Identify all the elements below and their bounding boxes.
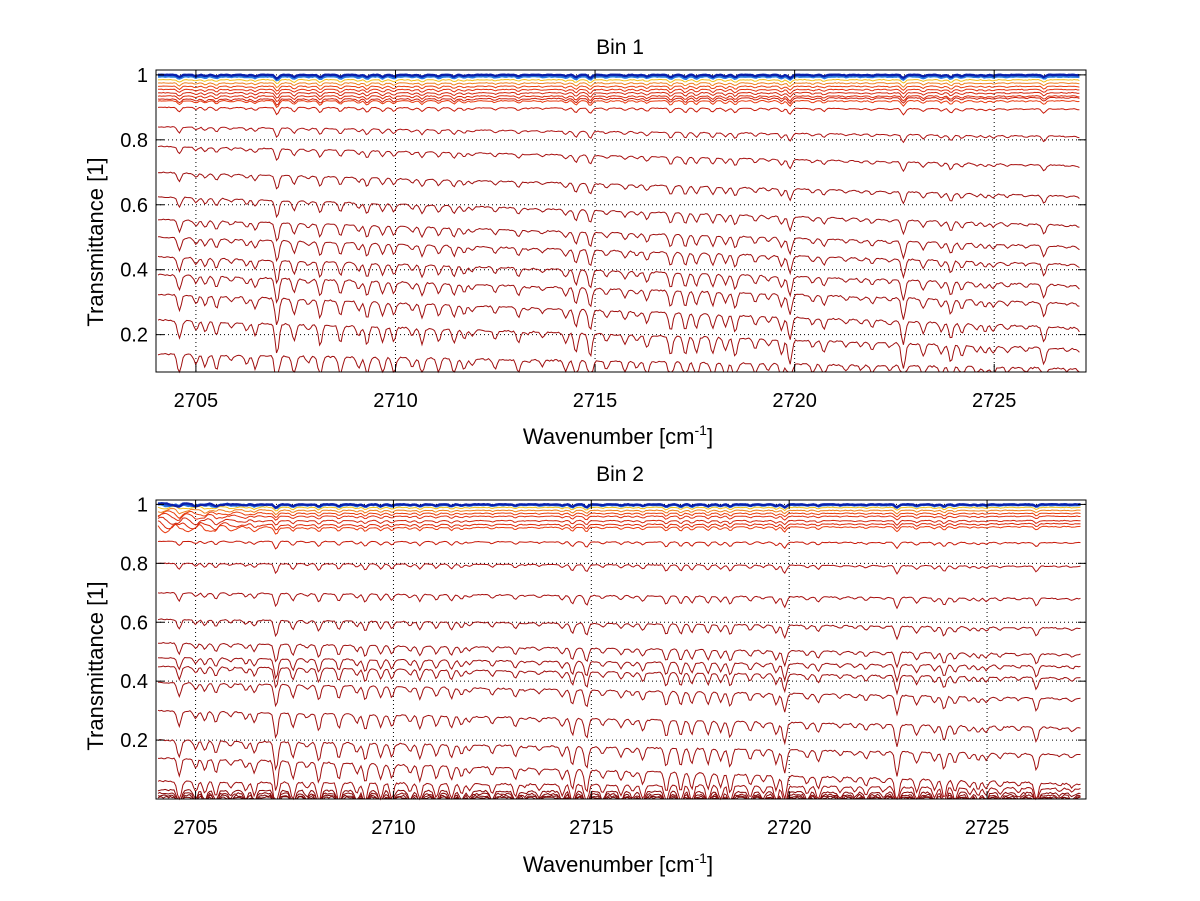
series-line bbox=[157, 618, 1081, 641]
chart-panel-bin-2: Bin 2 2705 2710 2715 2720 27250.20.40.60.81 … bbox=[83, 463, 1087, 877]
series-line bbox=[157, 171, 1080, 205]
series-line bbox=[158, 293, 1080, 345]
y-tick-label: 0.8 bbox=[120, 130, 148, 152]
series-line bbox=[157, 218, 1080, 260]
x-tick-label: 2720 bbox=[772, 390, 817, 412]
series-line bbox=[157, 641, 1081, 669]
series-line bbox=[157, 145, 1080, 173]
y-tick-label: 0.2 bbox=[120, 325, 148, 347]
series-line bbox=[157, 505, 1081, 512]
series-line bbox=[157, 591, 1081, 610]
series-line bbox=[157, 523, 1081, 535]
x-axis-label: Wavenumber [cm-1] bbox=[523, 850, 713, 877]
y-axis-label: Transmittance [1] bbox=[83, 157, 108, 326]
tick-group: 2705 2710 2715 2720 2725 0.2 0.4 0.6 0.8 1 bbox=[120, 494, 1086, 839]
x-tick-label: 2725 bbox=[972, 390, 1017, 412]
x-tick-label: 2710 bbox=[371, 817, 416, 839]
tick-group: 2705 2710 2715 2720 2725 0.2 0.4 0.6 0.8 1 bbox=[120, 65, 1086, 412]
x-tick-label: 2720 bbox=[767, 817, 812, 839]
series-line bbox=[157, 738, 1081, 777]
series-line bbox=[157, 709, 1081, 747]
series-line bbox=[157, 95, 1080, 102]
series-line bbox=[157, 78, 1080, 85]
chart-panel-bin-1: Bin 1 2705 2710 2715 2720 27250.20.40.60.81 … bbox=[83, 36, 1087, 449]
y-tick-label: 0.8 bbox=[120, 553, 148, 575]
series-line bbox=[158, 757, 1081, 801]
series-line bbox=[157, 508, 1081, 516]
series-line bbox=[157, 85, 1080, 92]
series-line bbox=[157, 656, 1081, 683]
series-line bbox=[157, 99, 1080, 109]
series-line bbox=[157, 82, 1080, 89]
series-line bbox=[157, 562, 1081, 575]
x-tick-label: 2715 bbox=[569, 817, 614, 839]
x-axis-label: Wavenumber [cm-1] bbox=[523, 422, 713, 449]
x-tick-label: 2705 bbox=[174, 390, 219, 412]
series-line bbox=[157, 106, 1080, 116]
y-tick-label: 0.4 bbox=[120, 260, 148, 282]
y-axis-label: Transmittance [1] bbox=[83, 581, 108, 750]
series-line bbox=[157, 516, 1081, 526]
series-line bbox=[157, 510, 1081, 519]
y-tick-label: 0.6 bbox=[120, 612, 148, 634]
y-tick-label: 1 bbox=[137, 65, 148, 87]
series-line bbox=[157, 352, 1080, 374]
series-line bbox=[157, 91, 1080, 99]
series-line bbox=[157, 273, 1080, 320]
series-line bbox=[158, 75, 1080, 82]
series-line bbox=[158, 681, 1081, 717]
series-group bbox=[157, 73, 1080, 374]
series-line bbox=[157, 665, 1081, 696]
series-line bbox=[157, 540, 1081, 550]
series-line bbox=[157, 318, 1080, 369]
series-line bbox=[157, 520, 1081, 531]
series-line bbox=[157, 196, 1080, 236]
chart-title: Bin 1 bbox=[596, 36, 644, 59]
plot-area bbox=[156, 500, 1086, 799]
x-tick-label: 2715 bbox=[573, 390, 618, 412]
series-line bbox=[157, 96, 1080, 106]
series-line bbox=[157, 502, 1081, 510]
x-tick-label: 2725 bbox=[965, 817, 1010, 839]
series-group bbox=[157, 502, 1081, 801]
x-tick-label: 2705 bbox=[173, 817, 218, 839]
y-tick-label: 0.6 bbox=[120, 195, 148, 217]
chart-title: Bin 2 bbox=[596, 463, 644, 486]
y-tick-label: 0.4 bbox=[120, 671, 148, 693]
series-line bbox=[157, 126, 1080, 144]
y-tick-label: 1 bbox=[137, 494, 148, 516]
series-line bbox=[157, 255, 1080, 301]
series-line bbox=[157, 779, 1081, 801]
x-tick-label: 2710 bbox=[373, 390, 418, 412]
series-line bbox=[158, 73, 1080, 80]
series-line bbox=[158, 236, 1080, 280]
series-line bbox=[158, 88, 1080, 95]
series-line bbox=[157, 512, 1081, 522]
plot-area bbox=[156, 70, 1086, 372]
y-tick-label: 0.2 bbox=[120, 730, 148, 752]
plot-frame bbox=[155, 499, 1087, 800]
plot-frame bbox=[155, 69, 1087, 373]
